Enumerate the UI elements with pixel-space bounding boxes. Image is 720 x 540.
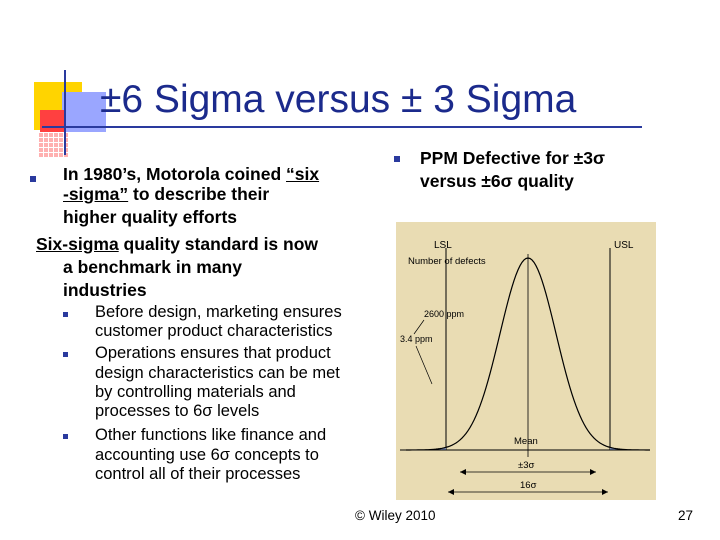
six-sigma-link[interactable]: “six (286, 164, 320, 184)
figure-background (396, 222, 656, 500)
pm3-arrow-right-head (590, 469, 596, 475)
sub-bullet-3-line-3: control all of their processes (95, 465, 301, 483)
copyright-footer: © Wiley 2010 (355, 508, 436, 523)
usl-label: USL (614, 240, 634, 251)
pm6-arrow-left-head (448, 489, 454, 495)
paragraph-line-3: industries (63, 280, 147, 300)
sub-bullet-icon (63, 434, 68, 439)
lsl-label: LSL (434, 240, 452, 251)
figure-heading-line-2: versus ±6σ quality (420, 171, 574, 191)
decor-vertical-rule (64, 70, 66, 155)
bullet-1-line-3: higher quality efforts (63, 207, 238, 227)
sub-bullet-1-line-2: customer product characteristics (95, 322, 333, 340)
sub-bullet-3-line-1: Other functions like finance and (95, 426, 327, 444)
mean-label: Mean (514, 436, 538, 447)
sub-bullet-icon (63, 352, 68, 357)
decor-grid-square (38, 132, 68, 158)
normal-distribution-figure: LSL USL Number of defects 2600 ppm 3.4 p… (396, 222, 656, 500)
title-underline-rule (42, 126, 642, 128)
paragraph-line-1: Six-sigma quality standard is now (36, 234, 319, 254)
number-of-defects-label: Number of defects (408, 256, 486, 267)
sub-bullet-2-line-4: processes to 6σ levels (95, 402, 260, 420)
figure-heading-line-1: PPM Defective for ±3σ (420, 148, 605, 168)
sub-bullet-icon (63, 312, 68, 317)
pm6-label: 16σ (520, 480, 537, 491)
bullet-1-line-2: -sigma” to describe their (63, 184, 270, 204)
decor-blue-square (62, 92, 106, 132)
sub-bullet-1-line-1: Before design, marketing ensures (95, 303, 342, 321)
ppm-2600-pointer (413, 319, 425, 335)
sub-bullet-3-line-2: accounting use 6σ concepts to (95, 446, 319, 464)
decor-red-square (40, 110, 66, 136)
bullet-icon (30, 176, 36, 182)
slide-title: ±6 Sigma versus ± 3 Sigma (100, 78, 577, 121)
pm3-label: ±3σ (518, 460, 534, 471)
sub-bullet-2-line-2: design characteristics can be met (95, 364, 340, 382)
pm3-arrow-left-head (460, 469, 466, 475)
pm6-arrow-right-head (602, 489, 608, 495)
sub-bullet-2-line-1: Operations ensures that product (95, 344, 331, 362)
slide-number: 27 (678, 508, 694, 523)
six-sigma-standard-link[interactable]: Six-sigma (36, 234, 119, 254)
bullet-icon (394, 156, 400, 162)
bullet-1-line-1: In 1980’s, Motorola coined “six (63, 164, 320, 184)
ppm-3-4-pointer (415, 345, 433, 385)
six-sigma-link-cont[interactable]: -sigma” (63, 184, 129, 204)
ppm-3-4-label: 3.4 ppm (400, 334, 433, 344)
paragraph-line-2: a benchmark in many (63, 257, 242, 277)
ppm-2600-label: 2600 ppm (424, 309, 464, 319)
sub-bullet-2-line-3: by controlling materials and (95, 383, 296, 401)
